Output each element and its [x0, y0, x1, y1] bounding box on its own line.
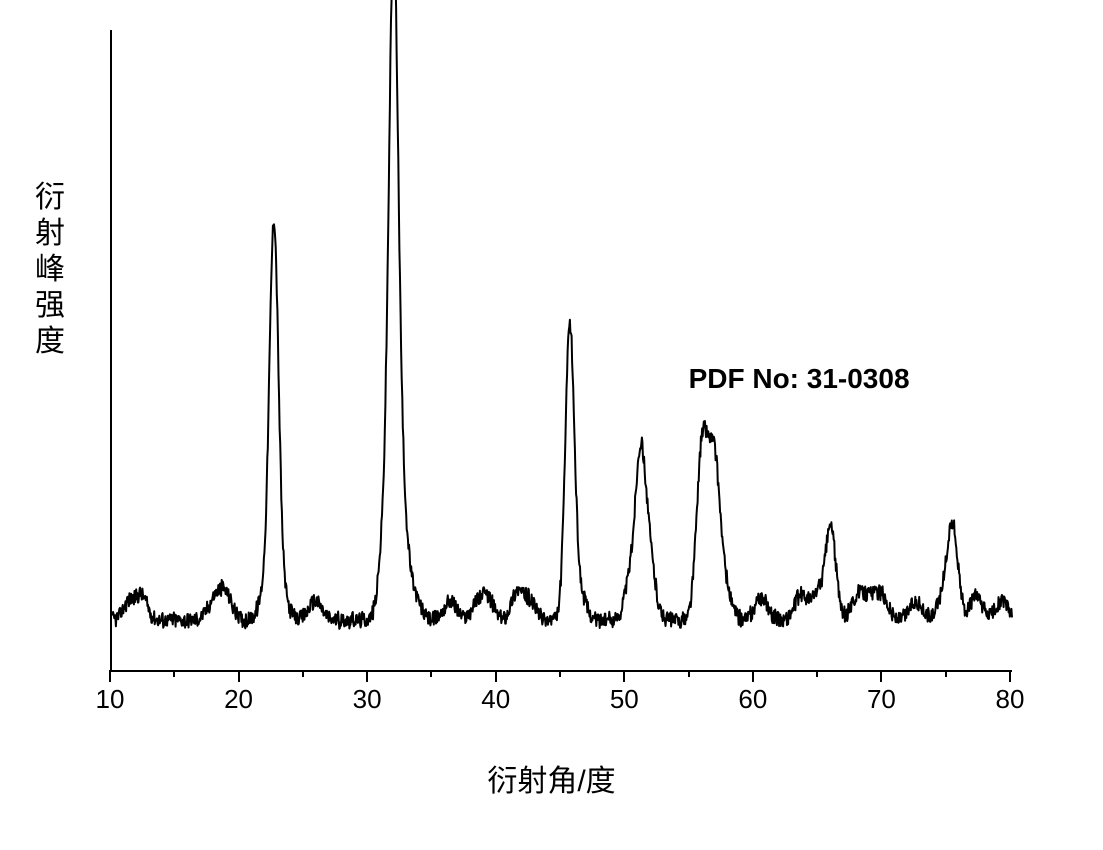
x-tick-major	[752, 670, 754, 682]
x-tick-major	[109, 670, 111, 682]
x-tick-label: 10	[90, 684, 130, 715]
x-axis-label: 衍射角/度	[0, 756, 1103, 800]
x-tick-minor	[945, 670, 947, 677]
x-tick-label: 40	[476, 684, 516, 715]
x-tick-minor	[559, 670, 561, 677]
x-tick-major	[1009, 670, 1011, 682]
y-axis-label: 衍射峰强度	[30, 180, 70, 360]
x-tick-minor	[173, 670, 175, 677]
x-tick-minor	[430, 670, 432, 677]
xrd-pattern-line	[112, 30, 1012, 670]
x-tick-major	[238, 670, 240, 682]
plot-area	[110, 30, 1012, 672]
x-tick-major	[495, 670, 497, 682]
x-tick-minor	[816, 670, 818, 677]
xrd-chart: 衍射峰强度 10 20 30 40 50 60 70 80 衍射角/度 PDF No: 31-…	[0, 0, 1103, 850]
x-tick-label: 20	[219, 684, 259, 715]
x-tick-label: 70	[861, 684, 901, 715]
x-tick-label: 30	[347, 684, 387, 715]
x-tick-label: 80	[990, 684, 1030, 715]
pdf-card-annotation: PDF No: 31-0308	[689, 363, 910, 395]
x-tick-major	[623, 670, 625, 682]
x-tick-label: 60	[733, 684, 773, 715]
x-tick-label: 50	[604, 684, 644, 715]
x-tick-major	[366, 670, 368, 682]
x-tick-minor	[302, 670, 304, 677]
x-tick-minor	[688, 670, 690, 677]
x-tick-major	[880, 670, 882, 682]
